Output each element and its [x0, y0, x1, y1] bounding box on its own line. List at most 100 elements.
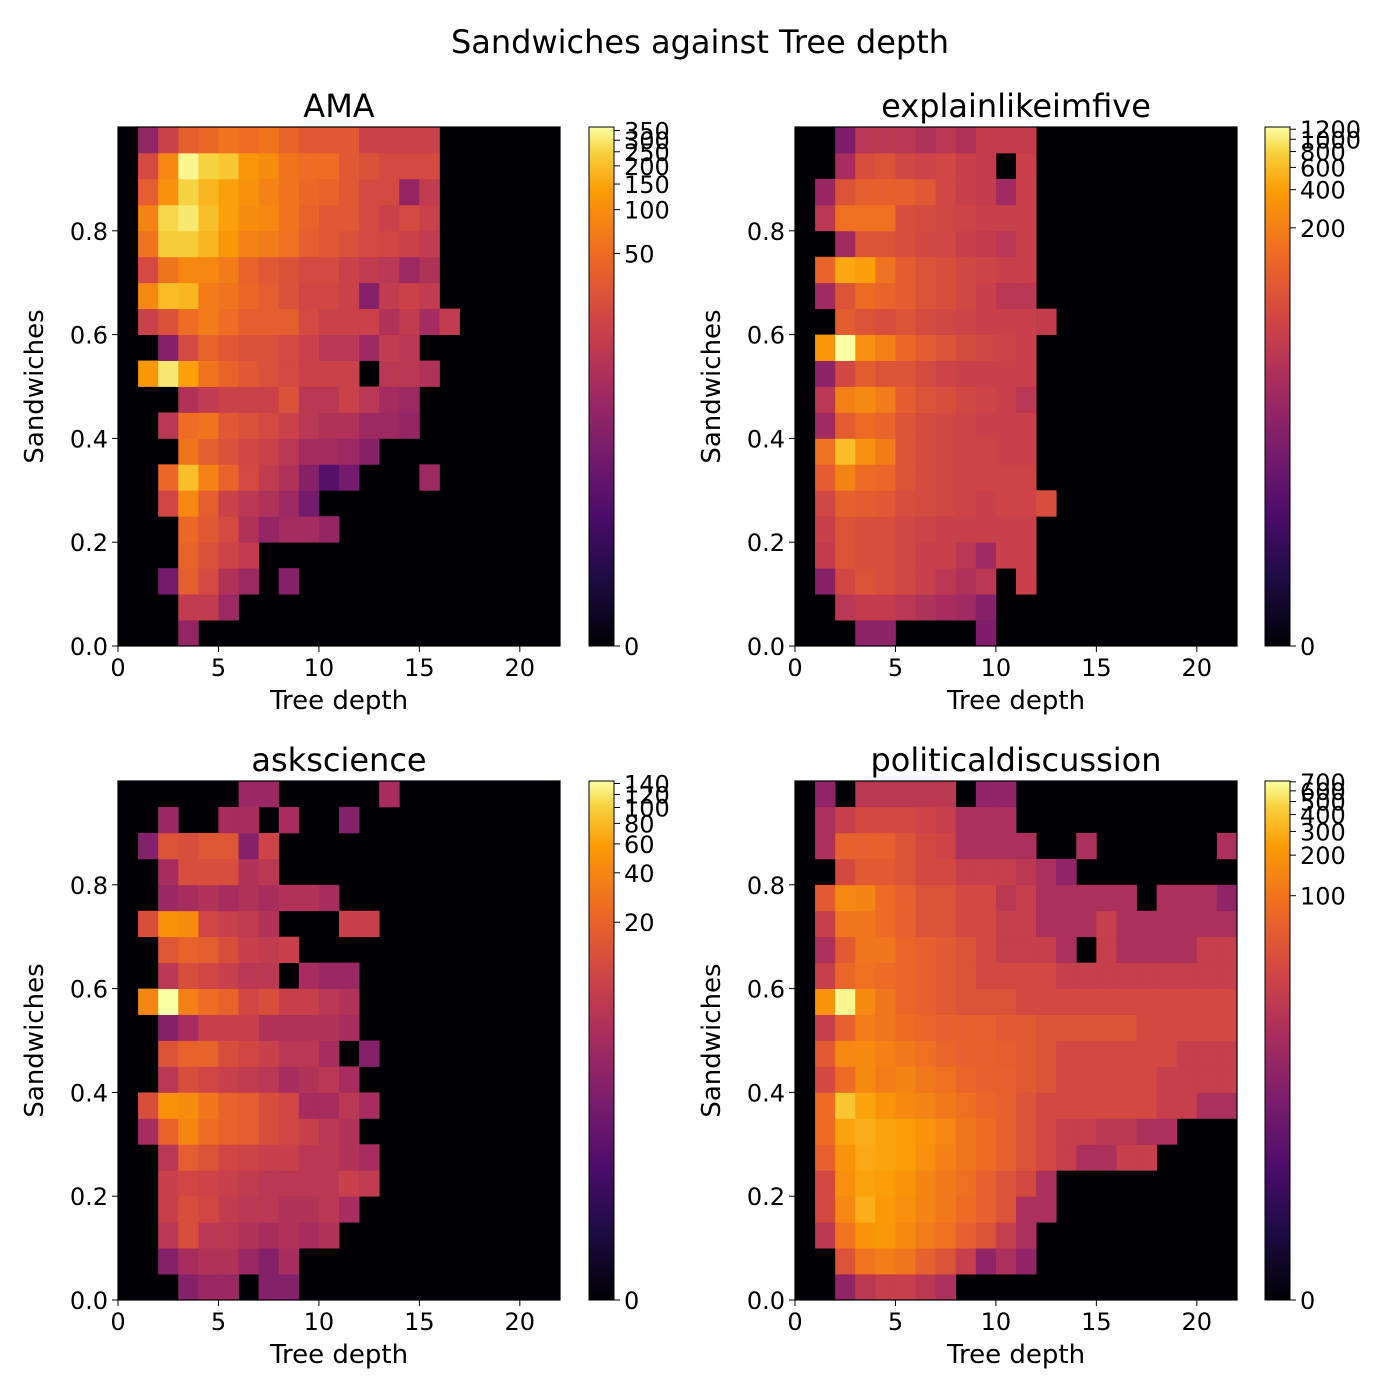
heatmap-panel-3: politicaldiscussion 0 5 10 15 20 0.0 0.2 0.4 0.6 0… [697, 741, 1346, 1370]
heatmap-cell [218, 884, 239, 912]
heatmap-cell [178, 1144, 199, 1171]
heatmap-cell [815, 178, 836, 206]
heatmap-cell [1036, 1014, 1057, 1041]
y-tick-label: 0.6 [747, 322, 785, 350]
heatmap-cell [278, 884, 300, 912]
heatmap-cell [895, 1066, 916, 1093]
heatmap-cell [298, 490, 320, 517]
heatmap-cell [258, 230, 280, 258]
heatmap-cell [198, 568, 219, 595]
heatmap-cell [975, 1170, 997, 1197]
heatmap-cell [258, 256, 280, 284]
heatmap-cell [1016, 1118, 1037, 1145]
heatmap-cell [955, 204, 977, 232]
heatmap-cell [1096, 1118, 1117, 1145]
heatmap-cell [935, 516, 957, 543]
heatmap-cell [339, 386, 360, 413]
heatmap-cell [258, 464, 280, 491]
heatmap-cell [318, 1118, 340, 1145]
heatmap-cell [1176, 1066, 1198, 1093]
heatmap-cell [379, 230, 400, 258]
heatmap-cell [855, 1196, 876, 1223]
heatmap-cell [339, 152, 360, 180]
heatmap-cell [198, 438, 219, 465]
heatmap-cell [258, 1014, 280, 1041]
heatmap-cell [339, 910, 360, 938]
heatmap-cell [1056, 1144, 1077, 1171]
heatmap-cell [955, 1066, 977, 1093]
heatmap-cell [815, 962, 836, 989]
colorbar-tick-label: 60 [624, 831, 655, 859]
heatmap-cell [359, 386, 380, 413]
heatmap-cell [318, 1066, 340, 1093]
heatmap-cell [318, 1014, 340, 1041]
heatmap-cell [178, 884, 199, 912]
heatmap-cell [955, 988, 977, 1015]
heatmap-cell [138, 1118, 159, 1145]
heatmap-cell [258, 1092, 280, 1119]
heatmap-cell [815, 256, 836, 284]
heatmap-cell [1096, 1092, 1117, 1119]
heatmap-cell [238, 884, 260, 912]
heatmap-cell [915, 1092, 937, 1119]
heatmap-cell [1216, 936, 1238, 964]
heatmap-cell [218, 1014, 239, 1041]
heatmap-cell [359, 230, 380, 258]
heatmap-cell [258, 516, 280, 543]
heatmap-cell [895, 438, 916, 465]
heatmap-cell [178, 1248, 199, 1275]
heatmap-cell [178, 1040, 199, 1067]
heatmap-cell [1076, 884, 1097, 912]
heatmap-cell [935, 806, 957, 834]
heatmap-cell [955, 334, 977, 361]
x-axis-label: Tree depth [269, 1340, 408, 1370]
heatmap-cell [339, 178, 360, 206]
heatmap-cell [158, 884, 179, 912]
heatmap-cell [855, 152, 876, 180]
heatmap-cell [955, 1170, 977, 1197]
heatmap-cell [1036, 1118, 1057, 1145]
heatmap-cell [935, 568, 957, 595]
heatmap-cell [1056, 858, 1077, 886]
heatmap-cell [339, 230, 360, 258]
heatmap-cell [238, 910, 260, 938]
heatmap-cell [1156, 962, 1178, 989]
heatmap-cell [198, 988, 219, 1015]
heatmap-cell [955, 464, 977, 491]
heatmap-cell [218, 230, 239, 258]
heatmap-cell [198, 334, 219, 361]
heatmap-cell [238, 360, 260, 387]
heatmap-cell [218, 282, 239, 310]
heatmap-cell [815, 988, 836, 1015]
heatmap-cell [318, 464, 340, 491]
x-tick-label: 0 [110, 654, 125, 682]
axes-frame [794, 780, 1238, 1301]
heatmap-cell [158, 178, 179, 206]
heatmap-cell [855, 858, 876, 886]
heatmap-cell [238, 1196, 260, 1223]
heatmap-cell [815, 1222, 836, 1249]
heatmap-cell [915, 858, 937, 886]
heatmap-cell [855, 542, 876, 569]
heatmap-cell [339, 988, 360, 1015]
heatmap-cell [278, 386, 300, 413]
heatmap-cell [218, 204, 239, 232]
heatmap-cell [278, 438, 300, 465]
heatmap-cell [835, 1196, 856, 1223]
heatmap-cell [138, 152, 159, 180]
heatmap-cell [318, 884, 340, 912]
heatmap-cell [935, 1248, 957, 1275]
heatmap-cell [955, 282, 977, 310]
heatmap-cell [178, 334, 199, 361]
heatmap-cell [875, 1248, 896, 1275]
heatmap-cell [1056, 1040, 1077, 1067]
heatmap-cell [895, 282, 916, 310]
heatmap-cell [258, 152, 280, 180]
heatmap-cell [935, 962, 957, 989]
heatmap-cell [975, 1144, 997, 1171]
heatmap-cell [1136, 1040, 1158, 1067]
heatmap-cell [198, 282, 219, 310]
heatmap-cell [835, 256, 856, 284]
y-axis-label: Sandwiches [697, 963, 727, 1117]
heatmap-cell [158, 1118, 179, 1145]
